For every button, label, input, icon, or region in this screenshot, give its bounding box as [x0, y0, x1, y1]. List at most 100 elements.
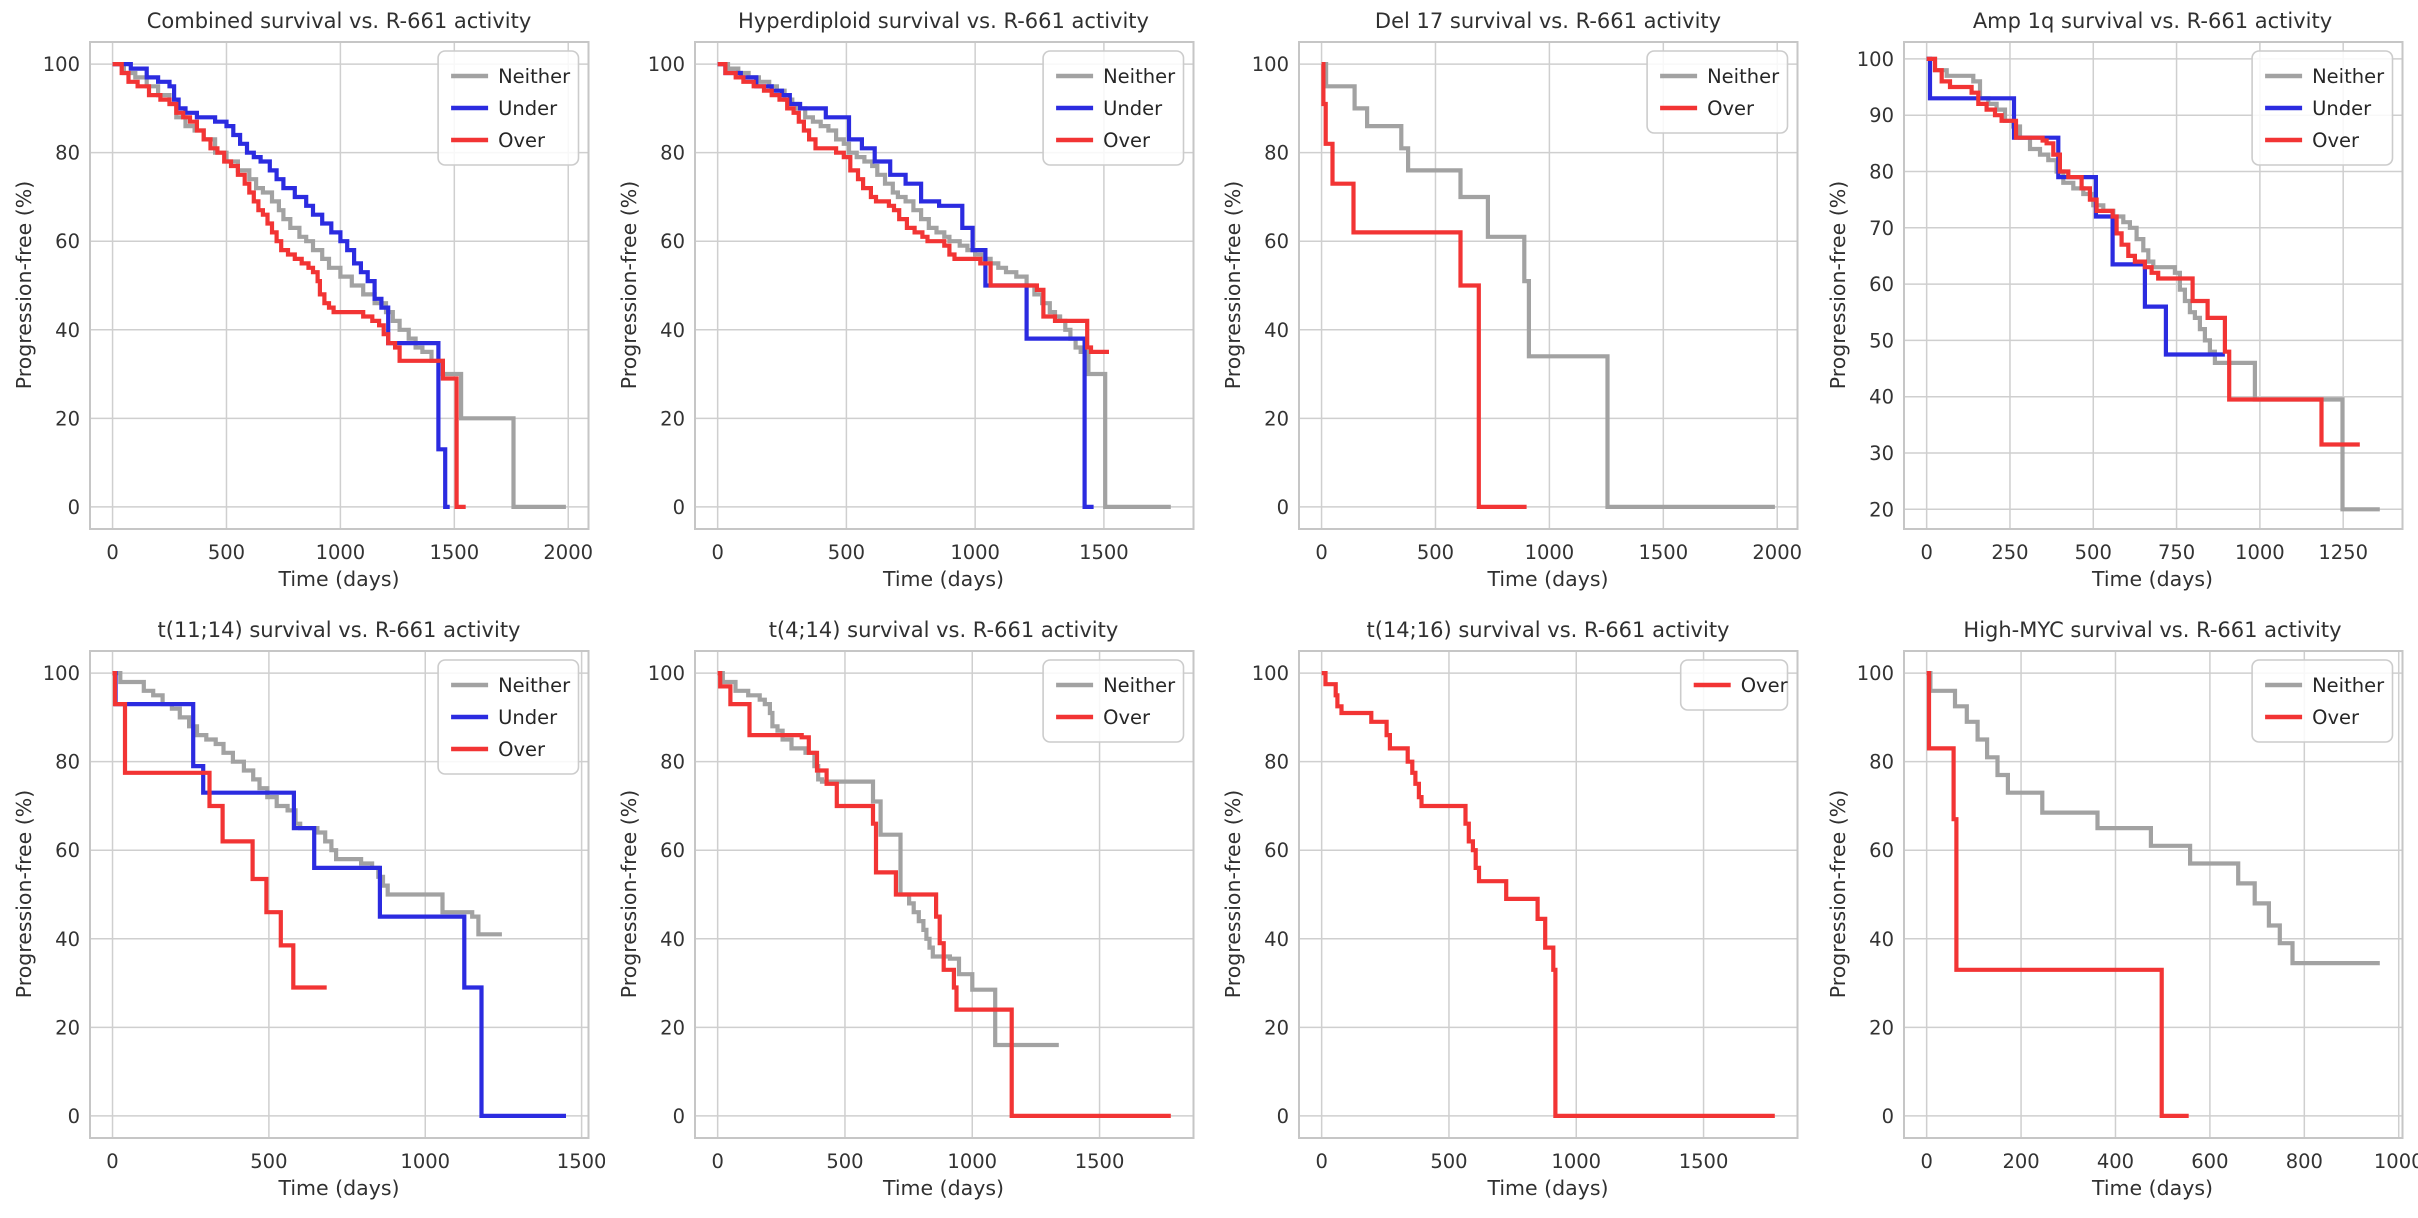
svg-text:2000: 2000: [543, 541, 593, 564]
series-under: [112, 671, 566, 1118]
svg-text:0: 0: [711, 541, 723, 564]
subplot-combined: 0 20 40 60 80 100 0 500 1000 1500 2000 Neither Under…: [0, 0, 605, 609]
svg-text:60: 60: [55, 230, 80, 253]
svg-text:0: 0: [68, 496, 80, 519]
svg-text:1500: 1500: [1638, 541, 1688, 564]
series-over: [1926, 671, 2189, 1118]
svg-text:Neither: Neither: [1707, 65, 1780, 88]
subplot-hyperdiploid: 0 20 40 60 80 100 0 500 1000 1500 Neither Under Over…: [605, 0, 1210, 609]
svg-text:1000: 1000: [1551, 1150, 1601, 1173]
svg-text:80: 80: [660, 142, 685, 165]
y-axis-label: Progression-free (%): [616, 789, 641, 999]
svg-text:40: 40: [55, 319, 80, 342]
svg-text:Over: Over: [1103, 129, 1151, 152]
svg-text:Neither: Neither: [1103, 674, 1176, 697]
chart-title: Combined survival vs. R-661 activity: [146, 9, 532, 33]
x-axis-label: Time (days): [2091, 567, 2214, 591]
chart-title: Del 17 survival vs. R-661 activity: [1374, 9, 1722, 33]
svg-text:Under: Under: [498, 706, 558, 729]
svg-text:Neither: Neither: [1103, 65, 1176, 88]
series-over: [112, 61, 466, 509]
svg-text:20: 20: [1869, 498, 1894, 521]
svg-text:0: 0: [1881, 1105, 1893, 1128]
svg-text:0: 0: [1277, 496, 1289, 519]
svg-text:20: 20: [660, 407, 685, 430]
subplot-t11-14: 0 20 40 60 80 100 0 500 1000 1500 Neither Under Over…: [0, 609, 605, 1218]
svg-text:80: 80: [1869, 751, 1894, 774]
svg-text:500: 500: [2074, 541, 2111, 564]
chart-title: t(14;16) survival vs. R-661 activity: [1366, 618, 1730, 642]
svg-text:0: 0: [672, 1105, 684, 1128]
svg-text:500: 500: [827, 541, 864, 564]
y-axis-label: Progression-free (%): [12, 789, 36, 999]
y-axis-label: Progression-free (%): [1825, 789, 1850, 999]
svg-text:750: 750: [2157, 541, 2194, 564]
svg-text:500: 500: [250, 1150, 287, 1173]
svg-text:100: 100: [1252, 662, 1289, 685]
svg-text:Over: Over: [1707, 97, 1755, 120]
svg-text:Under: Under: [1103, 97, 1163, 120]
svg-text:0: 0: [672, 496, 684, 519]
legend: Neither Under Over: [1041, 50, 1184, 166]
chart-title: High-MYC survival vs. R-661 activity: [1963, 618, 2342, 642]
svg-text:100: 100: [647, 53, 684, 76]
svg-text:500: 500: [826, 1150, 863, 1173]
subplot-t4-14: 0 20 40 60 80 100 0 500 1000 1500 Neither Over t(4;…: [605, 609, 1210, 1218]
svg-text:40: 40: [55, 928, 80, 951]
svg-text:20: 20: [1869, 1016, 1894, 1039]
svg-text:90: 90: [1869, 104, 1894, 127]
series-under: [112, 61, 450, 509]
series-neither: [717, 671, 1059, 1048]
svg-text:60: 60: [660, 230, 685, 253]
svg-text:Over: Over: [2312, 706, 2360, 729]
chart-title: t(11;14) survival vs. R-661 activity: [157, 618, 521, 642]
svg-text:20: 20: [1264, 407, 1289, 430]
svg-text:1500: 1500: [1079, 541, 1129, 564]
x-axis-label: Time (days): [1487, 567, 1609, 591]
series-under: [1926, 56, 2225, 357]
legend: Over: [1679, 659, 1789, 711]
svg-text:Under: Under: [2312, 97, 2372, 120]
svg-text:20: 20: [55, 1016, 80, 1039]
svg-text:40: 40: [1869, 386, 1894, 409]
svg-text:30: 30: [1869, 442, 1894, 465]
svg-text:Over: Over: [1103, 706, 1151, 729]
legend: Neither Over: [2250, 659, 2393, 743]
svg-text:Neither: Neither: [498, 674, 571, 697]
svg-text:Neither: Neither: [498, 65, 571, 88]
svg-text:2000: 2000: [1752, 541, 1802, 564]
svg-text:60: 60: [660, 839, 685, 862]
svg-text:Over: Over: [498, 129, 546, 152]
svg-text:500: 500: [1430, 1150, 1467, 1173]
x-axis-label: Time (days): [2091, 1176, 2214, 1200]
svg-text:Over: Over: [1741, 674, 1789, 697]
svg-text:Over: Over: [498, 738, 546, 761]
svg-text:60: 60: [1869, 839, 1894, 862]
svg-text:80: 80: [55, 142, 80, 165]
svg-text:0: 0: [1277, 1105, 1289, 1128]
subplot-del17: 0 20 40 60 80 100 0 500 1000 1500 2000 Neither Over …: [1209, 0, 1814, 609]
svg-text:0: 0: [711, 1150, 723, 1173]
svg-text:80: 80: [55, 751, 80, 774]
legend: Neither Under Over: [437, 50, 580, 166]
svg-text:1500: 1500: [1074, 1150, 1124, 1173]
svg-text:1000: 1000: [947, 1150, 997, 1173]
series-neither: [1926, 671, 2380, 966]
y-axis-label: Progression-free (%): [1221, 180, 1245, 390]
svg-text:20: 20: [55, 407, 80, 430]
svg-text:0: 0: [106, 541, 118, 564]
svg-text:0: 0: [1315, 1150, 1327, 1173]
svg-text:60: 60: [1264, 230, 1289, 253]
svg-text:100: 100: [1856, 662, 1893, 685]
svg-text:40: 40: [1264, 319, 1289, 342]
svg-text:Neither: Neither: [2312, 674, 2385, 697]
svg-text:1000: 1000: [316, 541, 366, 564]
y-axis-label: Progression-free (%): [616, 180, 641, 390]
